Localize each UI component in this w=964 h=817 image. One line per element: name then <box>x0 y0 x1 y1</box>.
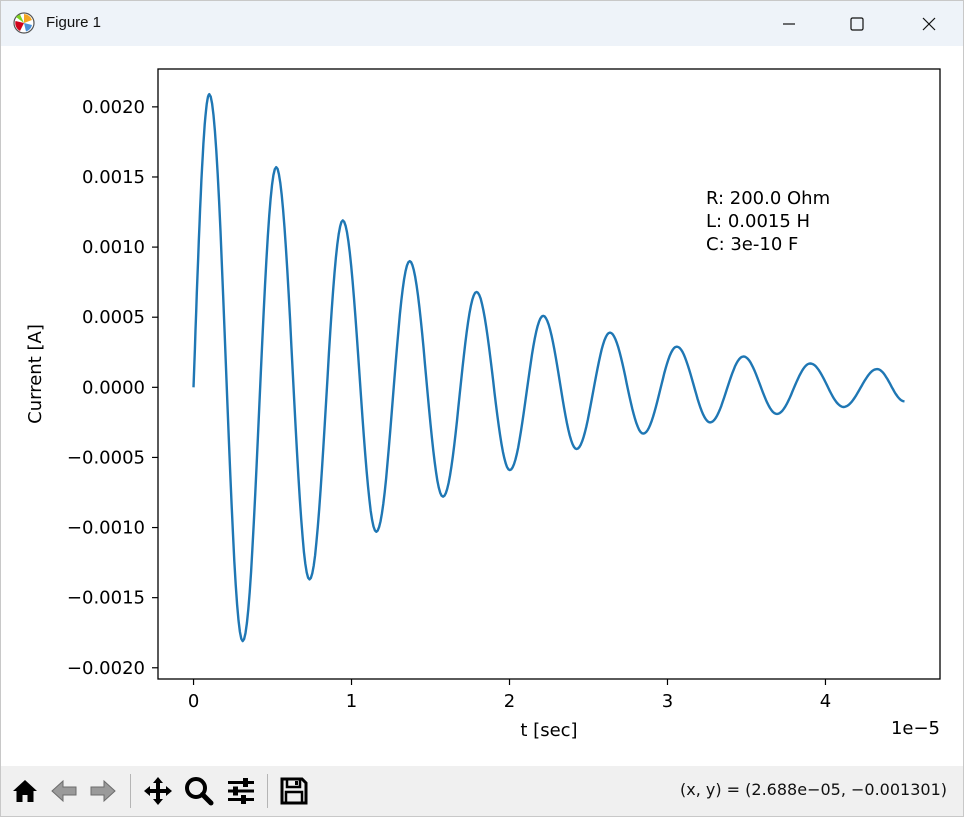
sliders-icon <box>228 778 254 804</box>
cursor-coordinates: (x, y) = (2.688e−05, −0.001301) <box>680 780 947 799</box>
axes-frame <box>157 68 941 680</box>
maximize-icon <box>850 16 864 31</box>
window-title: Figure 1 <box>46 14 102 31</box>
x-tick-label: 4 <box>820 691 831 712</box>
x-tick-label: 1 <box>346 691 357 712</box>
line-chart: 0 1 2 3 4 −0.0020 −0.0015 −0.0010 −0.0005 0.0000 0… <box>25 68 941 741</box>
move-icon <box>144 777 172 805</box>
x-tick-label: 3 <box>662 691 673 712</box>
save-button[interactable] <box>276 773 312 809</box>
x-axis-offset-label: 1e−5 <box>891 718 940 739</box>
y-tick-label: 0.0010 <box>82 237 145 258</box>
figure-canvas[interactable]: 0 1 2 3 4 −0.0020 −0.0015 −0.0010 −0.0005 0.0000 0… <box>1 46 963 766</box>
title-bar[interactable]: Figure 1 <box>1 1 963 46</box>
minimize-button[interactable] <box>759 1 819 46</box>
configure-subplots-button[interactable] <box>223 773 259 809</box>
pan-button[interactable] <box>140 773 176 809</box>
y-tick-label: −0.0015 <box>67 588 145 609</box>
y-tick-label: 0.0015 <box>82 167 145 188</box>
home-button[interactable] <box>7 773 43 809</box>
close-icon <box>922 17 936 30</box>
annotation-line-2: L: 0.0015 H <box>706 211 810 232</box>
zoom-button[interactable] <box>181 773 217 809</box>
y-tick-label: −0.0010 <box>67 518 145 539</box>
y-axis-label: Current [A] <box>25 324 46 424</box>
close-button[interactable] <box>899 1 959 46</box>
toolbar-separator <box>267 774 268 808</box>
minimize-icon <box>783 22 795 25</box>
series-line-0 <box>192 93 905 643</box>
y-tick-label: −0.0020 <box>67 658 145 679</box>
y-tick-label: −0.0005 <box>67 447 145 468</box>
forward-button[interactable] <box>85 773 121 809</box>
y-tick-label: 0.0020 <box>82 97 145 118</box>
forward-arrow-icon <box>90 779 116 803</box>
home-icon <box>13 780 37 802</box>
y-tick-label: 0.0005 <box>82 307 145 328</box>
matplotlib-logo-icon <box>13 12 35 34</box>
maximize-button[interactable] <box>827 1 887 46</box>
save-icon <box>280 777 308 805</box>
back-button[interactable] <box>46 773 82 809</box>
toolbar-separator <box>130 774 131 808</box>
navigation-toolbar: (x, y) = (2.688e−05, −0.001301) <box>1 766 963 816</box>
x-tick-label: 0 <box>188 691 199 712</box>
annotation-line-3: C: 3e-10 F <box>706 234 798 255</box>
zoom-icon <box>185 777 214 806</box>
annotation-line-1: R: 200.0 Ohm <box>706 188 830 209</box>
x-tick-label: 2 <box>504 691 515 712</box>
x-axis-label: t [sec] <box>520 720 577 741</box>
back-arrow-icon <box>51 779 77 803</box>
y-tick-label: 0.0000 <box>82 377 145 398</box>
